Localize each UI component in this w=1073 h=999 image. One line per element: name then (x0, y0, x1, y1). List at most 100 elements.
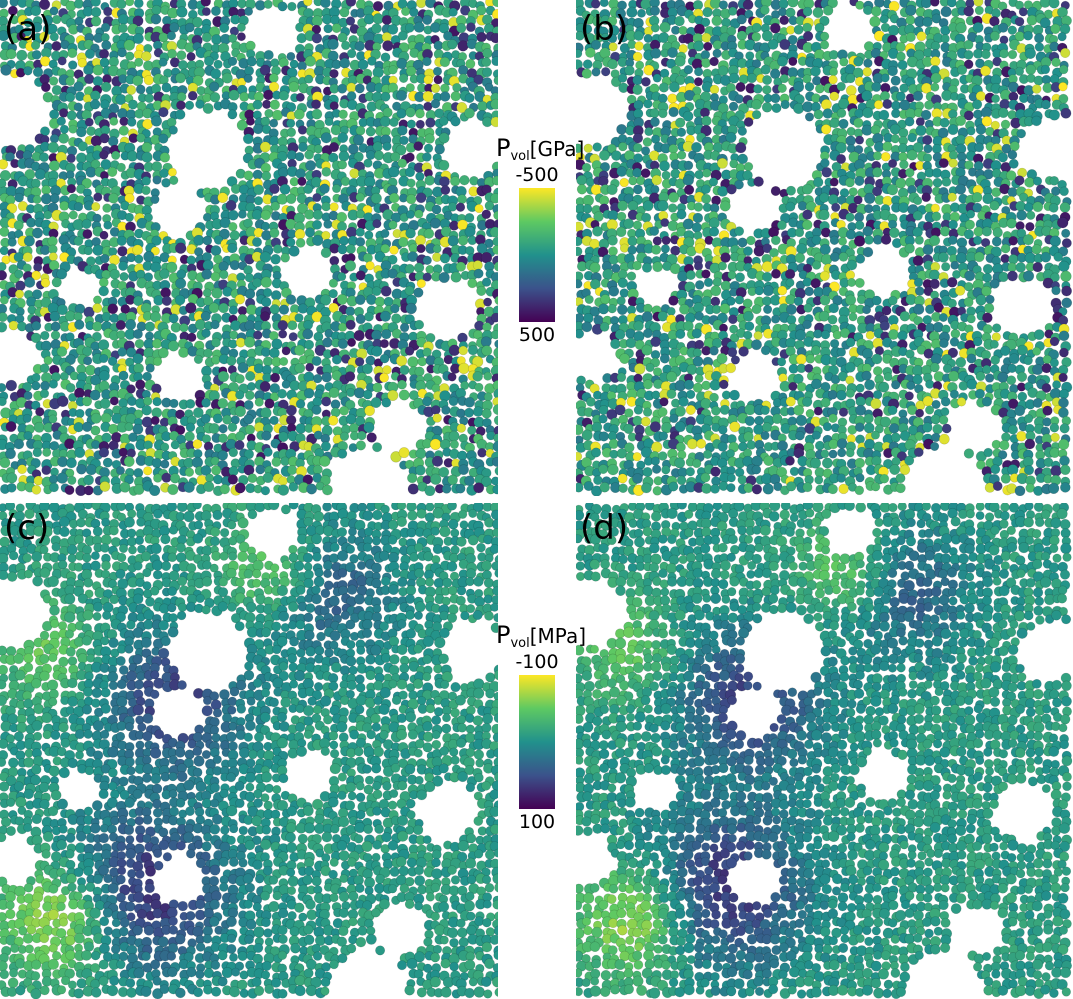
particle (362, 389, 373, 400)
particle (853, 56, 864, 67)
particle (415, 119, 425, 129)
particle (728, 101, 739, 112)
particle (399, 364, 410, 376)
particle (754, 286, 764, 296)
particle (815, 83, 825, 94)
particle (39, 363, 50, 374)
particle (974, 142, 985, 153)
particle (49, 133, 60, 144)
particle (737, 126, 748, 136)
particle (65, 76, 75, 86)
particle (666, 306, 676, 316)
particle (184, 467, 195, 477)
particle (694, 280, 705, 290)
particle (5, 151, 16, 162)
particle (117, 245, 128, 257)
particle (51, 277, 62, 288)
particle (243, 413, 254, 425)
particle (31, 49, 42, 60)
particle (175, 242, 187, 254)
particle (991, 8, 1001, 18)
particle (634, 41, 644, 51)
particle (286, 127, 297, 138)
particle (81, 218, 92, 229)
particle (228, 222, 238, 232)
particle (99, 481, 111, 492)
particle (759, 5, 770, 16)
particle (642, 200, 654, 212)
particle (380, 243, 391, 254)
particle (372, 13, 384, 25)
particle (295, 399, 306, 409)
particle (278, 304, 290, 315)
particle (399, 322, 410, 333)
particle (819, 40, 830, 50)
particle (871, 295, 882, 306)
particle (957, 64, 968, 75)
particle (243, 74, 253, 84)
particle (804, 112, 815, 122)
particle (167, 340, 180, 352)
particle (338, 322, 348, 332)
particle (82, 346, 93, 357)
particle (472, 371, 484, 382)
particle (746, 72, 757, 84)
particle (838, 118, 849, 129)
particle (576, 48, 583, 59)
particle (227, 422, 238, 433)
particle (432, 66, 443, 76)
particle (836, 108, 847, 118)
particle (674, 55, 686, 67)
particle (471, 356, 484, 368)
particle (245, 40, 256, 51)
particle (415, 192, 427, 204)
particle (862, 246, 874, 258)
particle (820, 158, 830, 168)
particle (751, 99, 762, 110)
particle (784, 268, 796, 280)
particle (398, 236, 409, 248)
particle (415, 171, 425, 182)
particle (260, 116, 271, 127)
particle (268, 135, 280, 147)
particle (0, 64, 12, 76)
particle (73, 102, 83, 112)
particle (187, 90, 198, 101)
particle (490, 116, 498, 128)
particle (819, 270, 830, 282)
particle (337, 272, 347, 282)
particle (23, 235, 35, 247)
particle (311, 404, 322, 415)
particle (845, 270, 856, 280)
particle (281, 346, 291, 356)
particle (98, 48, 110, 60)
particle (992, 227, 1003, 238)
particle (821, 167, 832, 178)
particle (591, 67, 601, 77)
particle (709, 226, 720, 237)
particle (441, 484, 452, 494)
particle (694, 169, 704, 180)
particle (355, 440, 367, 451)
particle (355, 192, 365, 202)
particle (659, 21, 671, 33)
particle (387, 254, 398, 265)
particle (1040, 64, 1051, 75)
particle (278, 476, 288, 486)
particle (743, 310, 754, 322)
particle (668, 81, 680, 93)
particle (178, 347, 189, 358)
particle (132, 328, 143, 339)
particle (652, 261, 663, 273)
particle (22, 263, 32, 273)
particle (651, 174, 662, 186)
particle (73, 236, 84, 246)
particle (268, 81, 280, 93)
particle (839, 57, 849, 67)
particle (116, 162, 126, 173)
particle (133, 295, 144, 307)
particle (382, 141, 392, 151)
particle (124, 422, 134, 432)
particle (606, 184, 618, 196)
particle (118, 370, 129, 381)
